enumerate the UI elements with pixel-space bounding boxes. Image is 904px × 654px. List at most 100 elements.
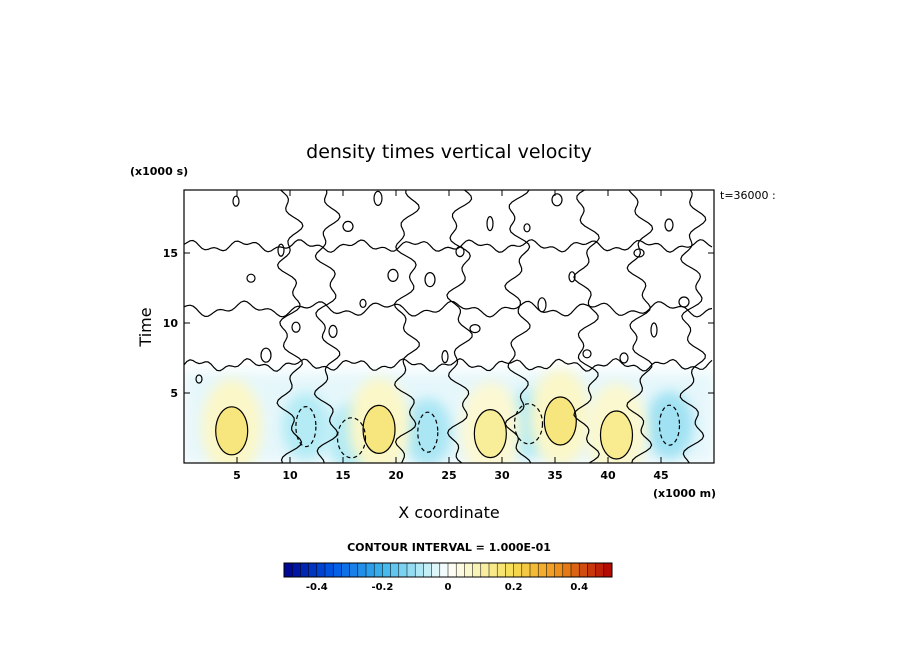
positive-contour xyxy=(362,404,396,454)
zero-contour xyxy=(679,190,707,463)
positive-contour xyxy=(599,410,634,460)
colorbar-swatch xyxy=(431,563,441,577)
negative-cell xyxy=(281,392,330,461)
colorbar-swatch xyxy=(407,563,416,577)
y-axis-ticks: 5 10 15 xyxy=(163,247,714,400)
colorbar-swatch xyxy=(464,563,473,577)
colorbar-swatch xyxy=(562,563,572,577)
negative-cell xyxy=(403,398,452,463)
negative-contour xyxy=(336,417,367,459)
colorbar-tick-label: 0 xyxy=(445,582,452,593)
small-contour-loop xyxy=(523,223,531,233)
colorbar-swatch xyxy=(530,563,539,577)
colorbar-swatch xyxy=(595,563,605,577)
small-contour-loop xyxy=(359,298,367,308)
colorbar-swatch xyxy=(480,563,490,577)
x-tick-label: 35 xyxy=(547,469,562,482)
small-contour-loop xyxy=(633,248,645,258)
small-contour-loop xyxy=(342,220,354,232)
contour-interval-label: CONTOUR INTERVAL = 1.000E-01 xyxy=(347,541,551,554)
y-tick-label: 10 xyxy=(163,317,179,330)
colorbar-swatch xyxy=(292,563,301,577)
negative-contour xyxy=(417,411,439,453)
colorbar-swatch xyxy=(546,563,555,577)
positive-cell xyxy=(600,411,633,459)
x-tick-label: 45 xyxy=(653,469,668,482)
colorbar-swatch xyxy=(398,563,408,577)
zero-contour xyxy=(446,190,473,463)
zero-contour xyxy=(504,190,532,463)
small-contour-loop xyxy=(486,216,494,232)
negative-cell xyxy=(645,391,694,460)
small-contour-loop xyxy=(582,349,592,359)
colorbar-swatch xyxy=(456,563,465,577)
colorbar-swatch xyxy=(284,563,293,577)
colorbar-swatch xyxy=(333,563,342,577)
colorbar-swatch xyxy=(349,563,359,577)
colorbar-swatch xyxy=(325,563,334,577)
positive-cell xyxy=(215,406,248,455)
x-tick-label: 20 xyxy=(388,469,404,482)
small-contour-loop xyxy=(664,218,674,232)
small-contour-loop xyxy=(469,324,481,334)
x-tick-label: 5 xyxy=(233,469,241,482)
small-contour-loop xyxy=(232,195,240,207)
colorbar-swatch xyxy=(308,563,318,577)
colorbar-swatch xyxy=(554,563,564,577)
positive-contour xyxy=(215,406,249,456)
x-axis-label: X coordinate xyxy=(398,503,499,522)
negative-contour xyxy=(658,404,681,446)
zero-contour xyxy=(276,190,304,463)
small-contour-loop xyxy=(568,271,576,283)
colorbar-swatch xyxy=(366,563,375,577)
colorbar-swatch xyxy=(521,563,531,577)
small-contour-loop xyxy=(195,374,203,384)
x-tick-label: 25 xyxy=(441,469,456,482)
colorbar-tick-label: -0.4 xyxy=(306,582,328,593)
colorbar-tick-label: -0.2 xyxy=(371,582,393,593)
x-tick-label: 30 xyxy=(494,469,510,482)
zero-contour xyxy=(184,357,713,372)
positive-cell xyxy=(544,397,577,445)
y-unit-label: (x1000 s) xyxy=(130,165,188,178)
colorbar-tick-label: 0.4 xyxy=(570,582,588,593)
y-tick-label: 5 xyxy=(170,387,178,400)
colorbar-swatch xyxy=(505,563,514,577)
zero-contour xyxy=(184,239,713,253)
colorbar-swatch xyxy=(538,563,547,577)
small-contour-loop xyxy=(619,352,629,364)
colorbar-swatch xyxy=(382,563,391,577)
x-unit-label: (x1000 m) xyxy=(653,487,716,500)
small-contour-loop xyxy=(246,273,256,283)
x-tick-label: 40 xyxy=(600,469,616,482)
colorbar-swatch xyxy=(439,563,449,577)
small-contour-loop xyxy=(455,246,465,258)
x-tick-label: 15 xyxy=(335,469,350,482)
y-tick-label: 15 xyxy=(163,247,178,260)
negative-contour xyxy=(513,403,544,445)
small-contour-loop xyxy=(277,243,285,257)
small-contour-loop xyxy=(441,350,449,364)
small-contour-loop xyxy=(650,322,658,338)
small-contour-loop xyxy=(373,190,383,206)
colorbar-swatch xyxy=(497,563,506,577)
small-contour-loop xyxy=(260,347,272,363)
colorbar-swatch xyxy=(390,563,400,577)
colorbar-swatch xyxy=(341,563,350,577)
chart-title: density times vertical velocity xyxy=(306,141,592,163)
colorbar-swatch xyxy=(603,563,613,577)
zero-contour xyxy=(393,190,420,463)
contour-lines xyxy=(184,190,713,463)
zero-contour xyxy=(184,300,713,318)
colorbar xyxy=(284,563,613,577)
negative-contour xyxy=(295,406,317,448)
colorbar-swatch xyxy=(489,563,498,577)
colorbar-swatch xyxy=(357,563,367,577)
small-contour-loop xyxy=(387,268,399,282)
zero-contour xyxy=(313,190,341,463)
small-contour-loop xyxy=(551,193,563,207)
small-contour-loop xyxy=(291,321,301,333)
colorbar-swatch xyxy=(587,563,596,577)
colorbar-tick-label: 0.2 xyxy=(505,582,523,593)
